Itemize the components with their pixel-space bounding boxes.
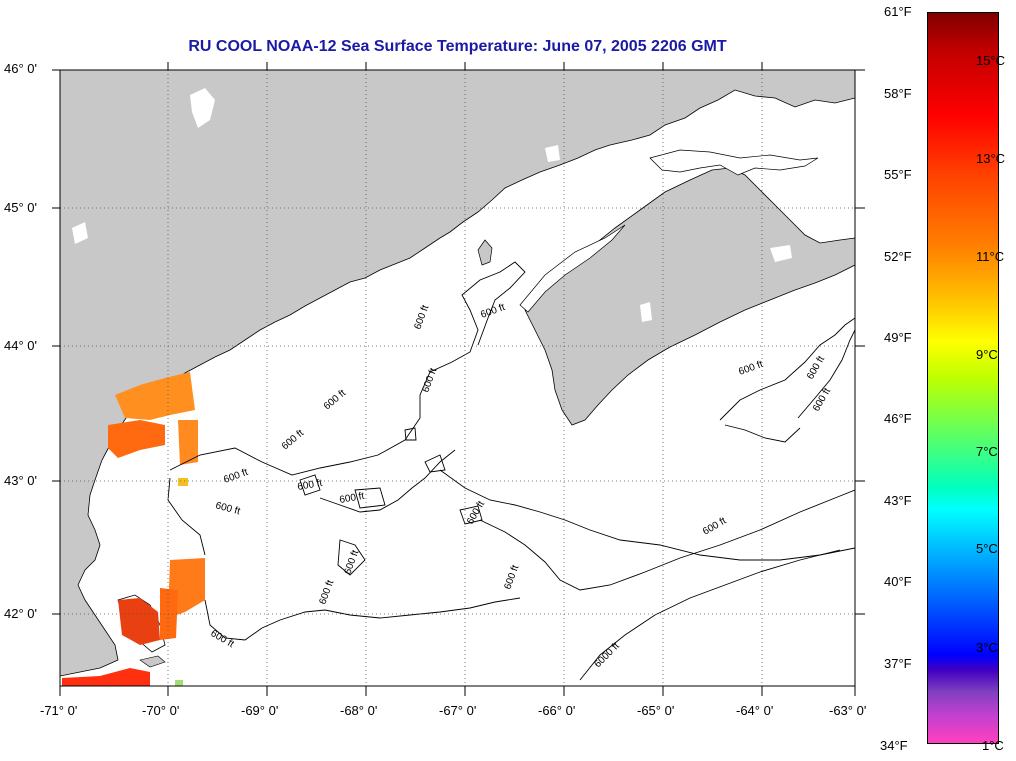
- colorbar-f-label: 37°F: [884, 656, 912, 671]
- colorbar-c-label: 3°C: [976, 640, 998, 655]
- colorbar-c-label: 5°C: [976, 541, 998, 556]
- gulf-water: [649, 149, 819, 176]
- grand-manan-island: [477, 239, 493, 266]
- colorbar-c-label: 7°C: [976, 444, 998, 459]
- temperature-colorbar: [927, 12, 999, 744]
- map-frame: [59, 69, 856, 687]
- colorbar-f-label: 58°F: [884, 86, 912, 101]
- lat-label: 45° 0': [4, 200, 37, 215]
- lon-label: -67° 0': [439, 703, 477, 718]
- lon-label: -71° 0': [40, 703, 78, 718]
- lon-label: -66° 0': [538, 703, 576, 718]
- lat-label: 44° 0': [4, 338, 37, 353]
- colorbar-c-label: 9°C: [976, 347, 998, 362]
- tick-marks: [52, 62, 865, 696]
- land-new-england-canada: [60, 70, 855, 677]
- colorbar-f-label: 61°F: [884, 4, 912, 19]
- bathymetry-contours: [167, 261, 855, 681]
- lon-label: -63° 0': [829, 703, 867, 718]
- land-nova-scotia: [524, 167, 855, 426]
- graticule: [60, 70, 855, 686]
- colorbar-f-label: 55°F: [884, 167, 912, 182]
- lat-label: 46° 0': [4, 61, 37, 76]
- contour-label: 600 ft: [297, 478, 324, 493]
- colorbar-c-label: 1°C: [982, 738, 1004, 753]
- colorbar-f-label: 52°F: [884, 249, 912, 264]
- colorbar-c-label: 15°C: [976, 53, 1006, 68]
- map-title: RU COOL NOAA-12 Sea Surface Temperature:…: [188, 38, 727, 55]
- lon-label: -68° 0': [340, 703, 378, 718]
- lat-label: 43° 0': [4, 473, 37, 488]
- colorbar-f-label: 40°F: [884, 574, 912, 589]
- lon-label: -69° 0': [241, 703, 279, 718]
- lon-label: -65° 0': [637, 703, 675, 718]
- bay-of-fundy: [519, 224, 626, 313]
- lat-label: 42° 0': [4, 606, 37, 621]
- colorbar-f-label: 43°F: [884, 493, 912, 508]
- colorbar-c-label: 11°C: [976, 249, 1005, 264]
- contour-label: 600 ft: [339, 491, 366, 506]
- lon-label: -70° 0': [142, 703, 180, 718]
- nantucket-island: [139, 655, 166, 668]
- colorbar-f-label: 49°F: [884, 330, 912, 345]
- colorbar-f-label: 46°F: [884, 411, 912, 426]
- colorbar-f-label: 34°F: [880, 738, 908, 753]
- lon-label: -64° 0': [736, 703, 774, 718]
- sst-warm-patches: [62, 372, 205, 686]
- colorbar-c-label: 13°C: [976, 151, 1006, 166]
